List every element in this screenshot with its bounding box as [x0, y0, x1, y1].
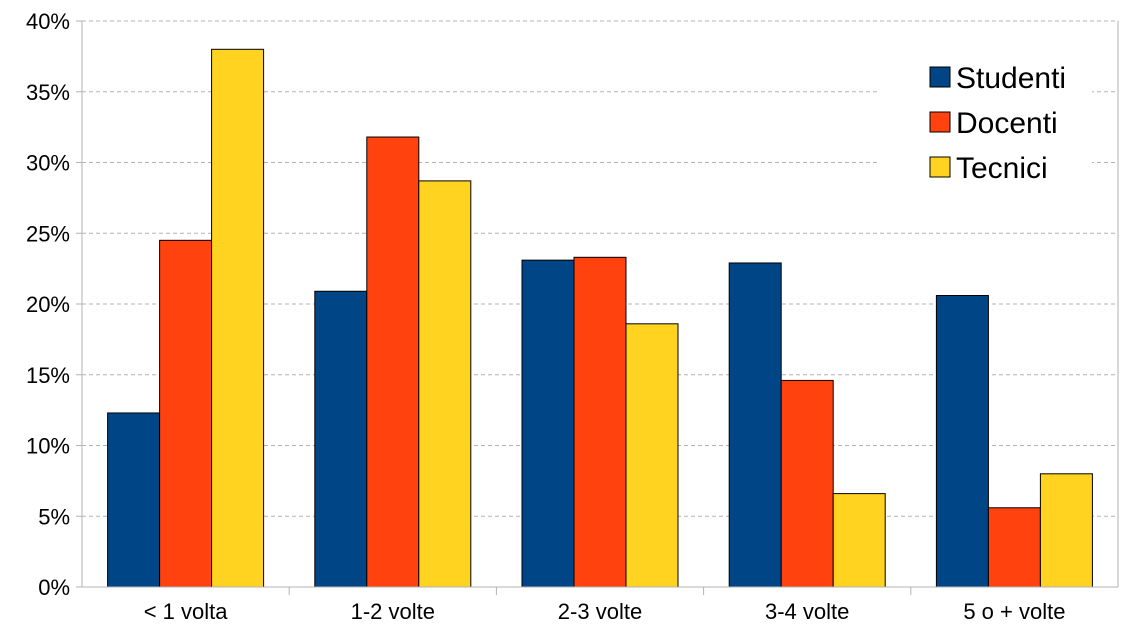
- x-tick-label: 5 o + volte: [963, 599, 1065, 624]
- legend-label-tecnici: Tecnici: [956, 152, 1048, 185]
- bar-tecnici-5: [1039, 473, 1093, 588]
- bar-studenti-3: [521, 259, 575, 588]
- legend-label-studenti: Studenti: [956, 62, 1066, 95]
- y-tick-label: 15%: [26, 363, 70, 388]
- y-tick-label: 40%: [26, 9, 70, 34]
- legend-background: [880, 56, 1092, 206]
- bar-tecnici-4: [832, 493, 886, 588]
- x-tick-label: 1-2 volte: [351, 599, 435, 624]
- y-tick-label: 5%: [38, 504, 70, 529]
- bar-docenti-1: [159, 239, 213, 588]
- y-tick-label: 10%: [26, 434, 70, 459]
- x-tick-labels: < 1 volta 1-2 volte 2-3 volte 3-4 volte 5 o …: [144, 599, 1066, 624]
- bar-docenti-4: [780, 379, 834, 588]
- y-tick-label: 35%: [26, 80, 70, 105]
- legend-swatch-docenti: [929, 111, 951, 133]
- axes: [76, 20, 1119, 595]
- bar-tecnici-1: [211, 48, 265, 588]
- y-tick-label: 25%: [26, 221, 70, 246]
- y-tick-label: 20%: [26, 292, 70, 317]
- legend-label-docenti: Docenti: [956, 107, 1058, 140]
- x-tick-label: < 1 volta: [144, 599, 229, 624]
- bar-studenti-4: [728, 262, 782, 588]
- legend-swatch-tecnici: [929, 156, 951, 178]
- legend: Studenti Docenti Tecnici: [880, 56, 1092, 206]
- x-tick-label: 3-4 volte: [765, 599, 849, 624]
- bars: [107, 48, 1093, 588]
- y-tick-labels: 0% 5% 10% 15% 20% 25% 30% 35% 40%: [26, 9, 70, 600]
- legend-swatch-studenti: [929, 66, 951, 88]
- bar-docenti-5: [987, 507, 1041, 588]
- bar-studenti-2: [314, 290, 368, 588]
- bar-studenti-1: [107, 412, 161, 588]
- x-tick-label: 2-3 volte: [558, 599, 642, 624]
- y-tick-label: 30%: [26, 151, 70, 176]
- y-tick-label: 0%: [38, 575, 70, 600]
- bar-tecnici-3: [625, 323, 679, 588]
- bar-tecnici-2: [418, 180, 472, 588]
- bar-docenti-2: [366, 136, 420, 588]
- bar-studenti-5: [935, 295, 989, 588]
- bar-docenti-3: [573, 256, 627, 588]
